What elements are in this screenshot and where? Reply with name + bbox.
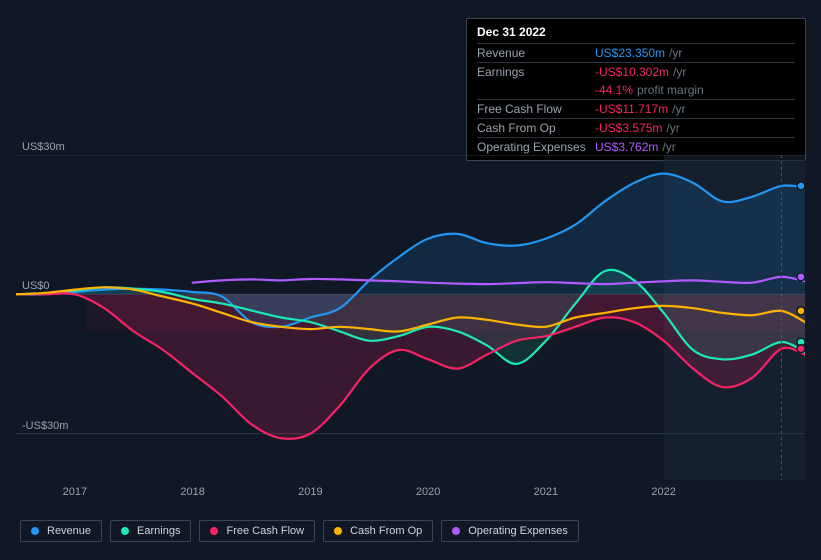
x-tick-label: 2019 xyxy=(298,486,322,498)
tooltip-value: US$23.350m xyxy=(595,46,665,60)
tooltip-row: Operating ExpensesUS$3.762m/yr xyxy=(477,137,795,156)
legend-dot-icon xyxy=(334,527,342,535)
tooltip-row: Earnings-US$10.302m/yr xyxy=(477,62,795,81)
tooltip-suffix: /yr xyxy=(669,46,682,60)
legend-item[interactable]: Operating Expenses xyxy=(441,520,579,542)
legend-item[interactable]: Earnings xyxy=(110,520,191,542)
legend: Revenue Earnings Free Cash Flow Cash From O… xyxy=(20,520,579,542)
legend-label: Earnings xyxy=(137,525,180,537)
tooltip-label: Earnings xyxy=(477,65,595,79)
x-axis: 2017 2018 2019 2020 2021 2022 xyxy=(16,486,805,506)
legend-item[interactable]: Free Cash Flow xyxy=(199,520,315,542)
tooltip-suffix: /yr xyxy=(672,102,685,116)
tooltip-label: Free Cash Flow xyxy=(477,102,595,116)
tooltip-row: Free Cash Flow-US$11.717m/yr xyxy=(477,99,795,118)
x-tick-label: 2022 xyxy=(651,486,675,498)
legend-dot-icon xyxy=(452,527,460,535)
tooltip-suffix: profit margin xyxy=(637,83,704,97)
chart-area[interactable]: US$30mUS$0-US$30m xyxy=(16,155,805,480)
tooltip-label: Operating Expenses xyxy=(477,140,595,154)
chart-svg xyxy=(16,155,805,480)
tooltip-row: Cash From Op-US$3.575m/yr xyxy=(477,118,795,137)
tooltip-row: RevenueUS$23.350m/yr xyxy=(477,43,795,62)
tooltip-label: Cash From Op xyxy=(477,121,595,135)
tooltip-value: US$3.762m xyxy=(595,140,658,154)
tooltip-label: Revenue xyxy=(477,46,595,60)
legend-label: Cash From Op xyxy=(350,525,422,537)
tooltip-value: -44.1% xyxy=(595,83,633,97)
x-tick-label: 2021 xyxy=(534,486,558,498)
x-tick-label: 2020 xyxy=(416,486,440,498)
x-tick-label: 2017 xyxy=(63,486,87,498)
legend-item[interactable]: Cash From Op xyxy=(323,520,433,542)
tooltip-value: -US$11.717m xyxy=(595,102,668,116)
y-tick-label: US$0 xyxy=(22,280,50,292)
legend-dot-icon xyxy=(31,527,39,535)
legend-dot-icon xyxy=(121,527,129,535)
tooltip-title: Dec 31 2022 xyxy=(477,25,795,43)
tooltip-row: -44.1% profit margin xyxy=(477,81,795,99)
legend-label: Free Cash Flow xyxy=(226,525,304,537)
tooltip-suffix: /yr xyxy=(666,121,679,135)
tooltip-panel: Dec 31 2022 RevenueUS$23.350m/yrEarnings… xyxy=(466,18,806,161)
tooltip-value: -US$10.302m xyxy=(595,65,669,79)
legend-item[interactable]: Revenue xyxy=(20,520,102,542)
tooltip-suffix: /yr xyxy=(673,65,686,79)
y-tick-label: US$30m xyxy=(22,141,65,153)
y-tick-label: -US$30m xyxy=(22,420,68,432)
x-tick-label: 2018 xyxy=(180,486,204,498)
legend-label: Revenue xyxy=(47,525,91,537)
tooltip-value: -US$3.575m xyxy=(595,121,662,135)
legend-dot-icon xyxy=(210,527,218,535)
legend-label: Operating Expenses xyxy=(468,525,568,537)
tooltip-suffix: /yr xyxy=(662,140,675,154)
